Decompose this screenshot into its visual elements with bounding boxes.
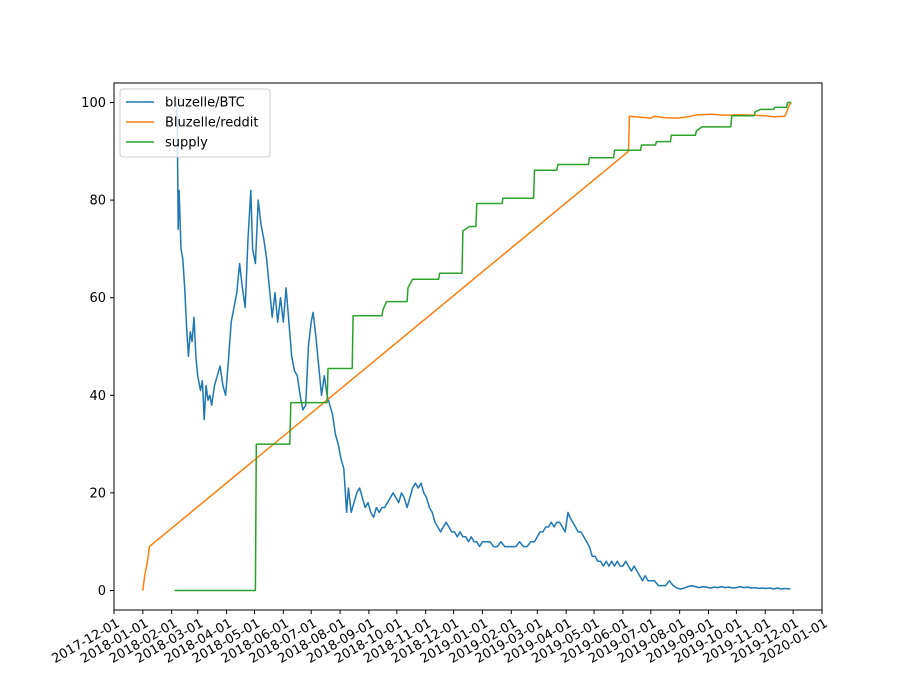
series-line-bluzelle-btc [175, 102, 791, 590]
y-tick-label: 60 [89, 291, 106, 306]
legend: bluzelle/BTC Bluzelle/reddit supply [119, 88, 271, 158]
legend-label: Bluzelle/reddit [165, 116, 258, 131]
y-tick-label: 20 [89, 486, 106, 501]
series-line-supply [174, 101, 792, 592]
legend-box [119, 88, 271, 158]
plot-frame [113, 82, 823, 611]
plot-lines [142, 101, 792, 592]
series-line-bluzelle-reddit [142, 102, 792, 591]
y-tick-label: 0 [98, 584, 106, 599]
y-axis: 0 20 40 60 80 100 [81, 96, 114, 599]
legend-label: bluzelle/BTC [165, 96, 245, 111]
legend-label: supply [165, 136, 208, 151]
y-tick-label: 100 [81, 96, 106, 111]
y-tick-label: 40 [89, 389, 106, 404]
y-tick-label: 80 [89, 194, 106, 209]
